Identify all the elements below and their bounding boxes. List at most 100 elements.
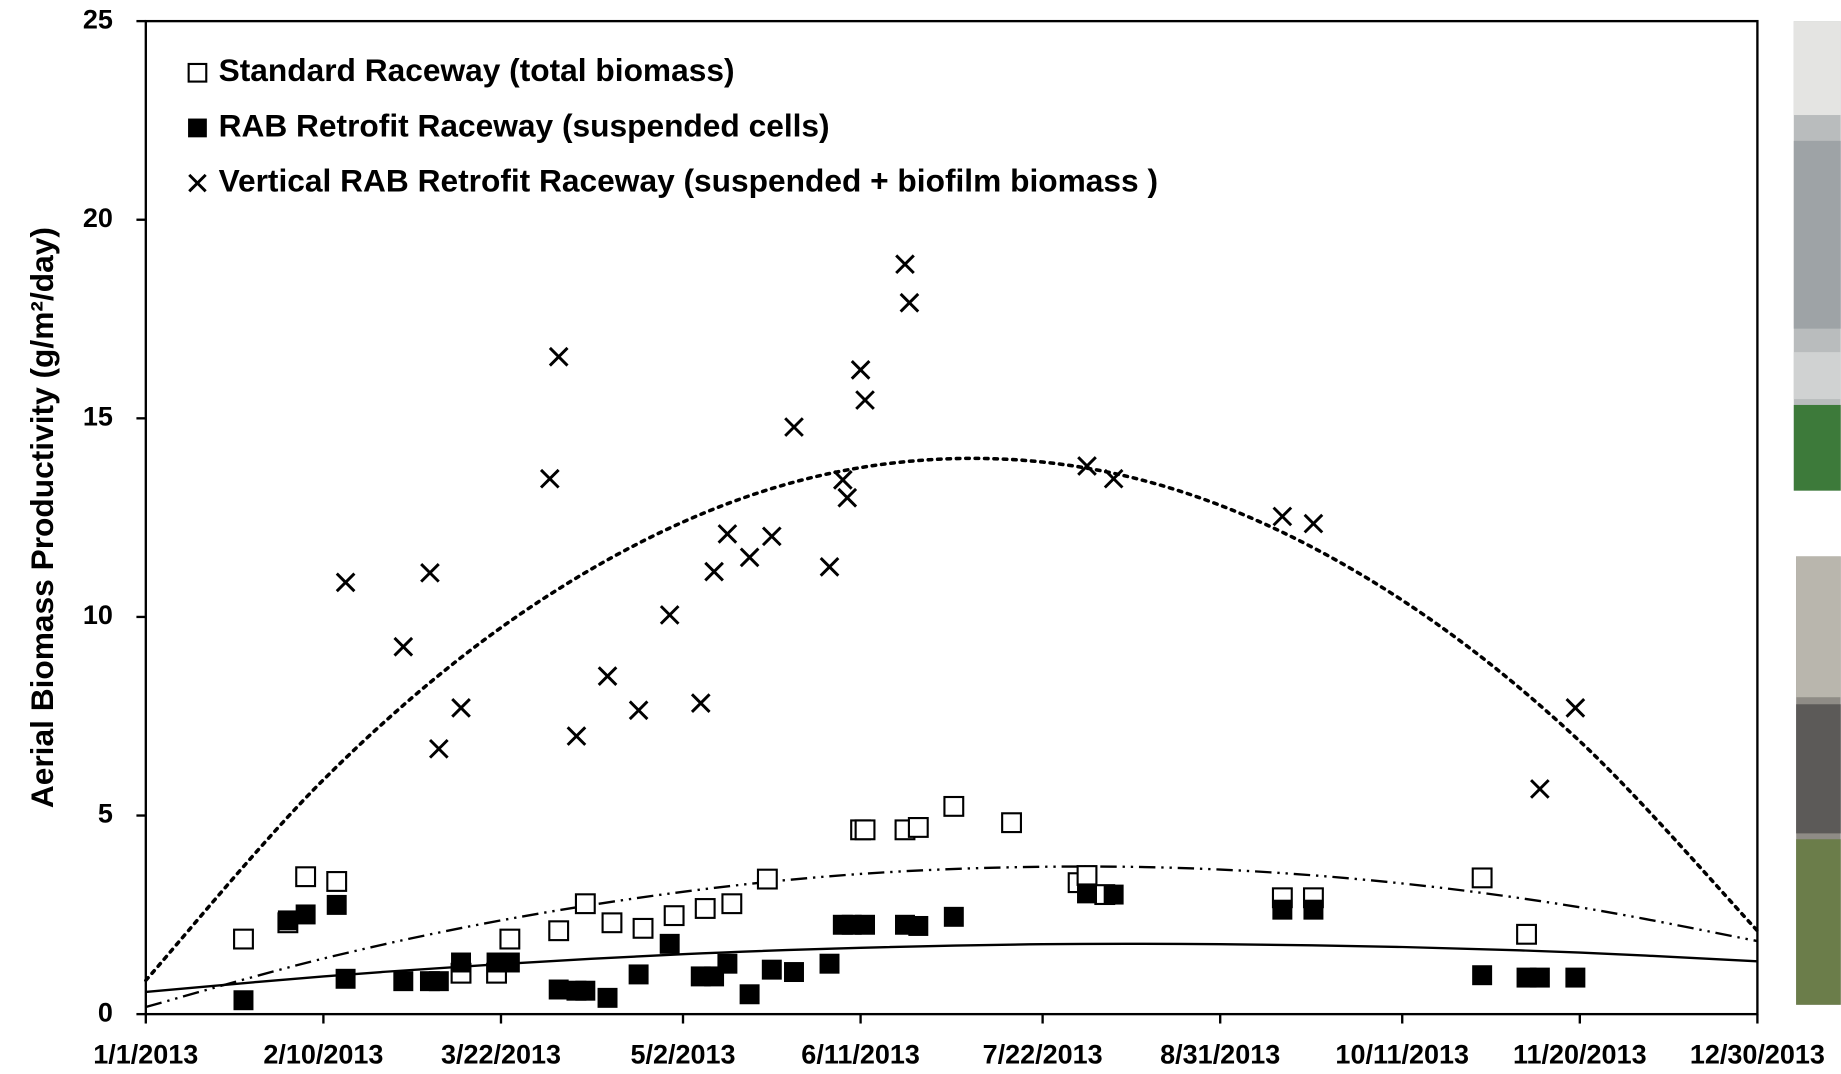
x-tick-label: 10/11/2013 xyxy=(1335,1040,1469,1070)
x-stroke xyxy=(548,346,569,367)
trend-line xyxy=(145,865,1758,1009)
x-marker xyxy=(548,346,569,367)
x-stroke xyxy=(739,547,760,568)
filled-square-marker xyxy=(628,964,649,985)
x-stroke xyxy=(1530,779,1550,799)
x-tick-label: 7/22/2013 xyxy=(983,1040,1103,1070)
x-stroke xyxy=(335,572,356,593)
y-tick-label: 0 xyxy=(98,997,113,1027)
open-square-marker xyxy=(499,928,521,950)
open-square-marker xyxy=(663,905,685,927)
x-stroke xyxy=(1565,698,1586,718)
x-marker xyxy=(1530,779,1550,799)
filled-square-marker xyxy=(1472,965,1493,986)
x-marker xyxy=(832,470,853,490)
x-stroke xyxy=(704,561,724,582)
x-marker xyxy=(659,605,680,625)
x-tick-label: 11/20/2013 xyxy=(1513,1040,1647,1070)
x-stroke xyxy=(393,636,414,657)
x-stroke xyxy=(850,360,871,380)
open-square-marker xyxy=(632,917,654,939)
open-square-marker xyxy=(756,868,778,890)
x-marker xyxy=(188,173,207,193)
open-square-marker xyxy=(548,920,570,942)
x-stroke xyxy=(837,487,858,508)
x-marker xyxy=(690,693,711,713)
open-square-marker xyxy=(601,912,623,934)
open-square-marker xyxy=(233,928,254,950)
x-stroke xyxy=(819,557,840,577)
x-marker xyxy=(837,487,858,508)
x-stroke xyxy=(597,666,618,686)
x-stroke xyxy=(539,468,560,489)
x-stroke xyxy=(855,390,875,410)
filled-square-marker xyxy=(1565,967,1586,988)
x-marker xyxy=(784,417,804,437)
open-square-marker xyxy=(1516,923,1537,945)
x-marker xyxy=(597,666,618,686)
filled-square-marker xyxy=(277,910,298,931)
open-square-marker xyxy=(187,62,208,83)
open-square-marker xyxy=(943,795,965,817)
x-stroke xyxy=(628,700,649,721)
open-square-marker xyxy=(721,893,743,915)
filled-square-marker xyxy=(819,953,840,974)
x-stroke xyxy=(690,693,711,713)
x-marker xyxy=(819,557,840,577)
x-stroke xyxy=(784,417,804,437)
x-stroke xyxy=(717,524,738,544)
x-stroke xyxy=(761,526,782,547)
filled-square-marker xyxy=(717,953,738,974)
trend-line xyxy=(144,456,1760,983)
x-stroke xyxy=(566,726,587,746)
filled-square-marker xyxy=(188,118,207,138)
filled-square-marker xyxy=(1103,884,1124,905)
x-marker xyxy=(335,572,356,593)
filled-square-marker xyxy=(908,915,929,936)
x-tick-label: 3/22/2013 xyxy=(441,1040,561,1070)
x-marker xyxy=(420,563,440,583)
open-square-marker xyxy=(854,819,876,841)
y-tick-label: 10 xyxy=(83,600,113,630)
open-square-marker xyxy=(1076,865,1098,886)
x-marker xyxy=(850,360,871,380)
filled-square-marker xyxy=(233,990,254,1011)
x-stroke xyxy=(451,698,471,718)
x-marker xyxy=(428,738,449,759)
x-marker xyxy=(704,561,724,582)
x-tick-label: 2/10/2013 xyxy=(263,1040,383,1070)
x-stroke xyxy=(899,292,920,313)
y-tick-label: 5 xyxy=(98,799,113,829)
filled-square-marker xyxy=(295,904,316,925)
x-marker xyxy=(895,254,915,275)
filled-square-marker xyxy=(428,971,449,992)
legend-label: Vertical RAB Retrofit Raceway (suspended… xyxy=(219,162,1158,198)
x-marker xyxy=(1303,513,1324,534)
x-marker xyxy=(1272,506,1293,527)
x-stroke xyxy=(1272,506,1293,527)
x-stroke xyxy=(188,173,207,193)
filled-square-marker xyxy=(1077,883,1097,904)
x-stroke xyxy=(832,470,853,490)
y-tick-label: 15 xyxy=(83,401,113,431)
x-marker xyxy=(628,700,649,721)
x-marker xyxy=(899,292,920,313)
x-marker xyxy=(393,636,414,657)
x-marker xyxy=(761,526,782,547)
open-square-marker xyxy=(1471,867,1493,889)
filled-square-marker xyxy=(451,952,472,973)
x-marker xyxy=(739,547,760,568)
x-stroke xyxy=(1103,468,1124,489)
filled-square-marker xyxy=(784,962,804,983)
photo-bottom xyxy=(1796,556,1841,1005)
open-square-marker xyxy=(295,866,317,888)
x-marker xyxy=(855,390,875,410)
x-marker xyxy=(1077,456,1097,476)
x-stroke xyxy=(1077,456,1097,476)
x-marker xyxy=(566,726,587,746)
filled-square-marker xyxy=(761,959,782,980)
x-stroke xyxy=(428,738,449,759)
filled-square-marker xyxy=(855,914,876,935)
